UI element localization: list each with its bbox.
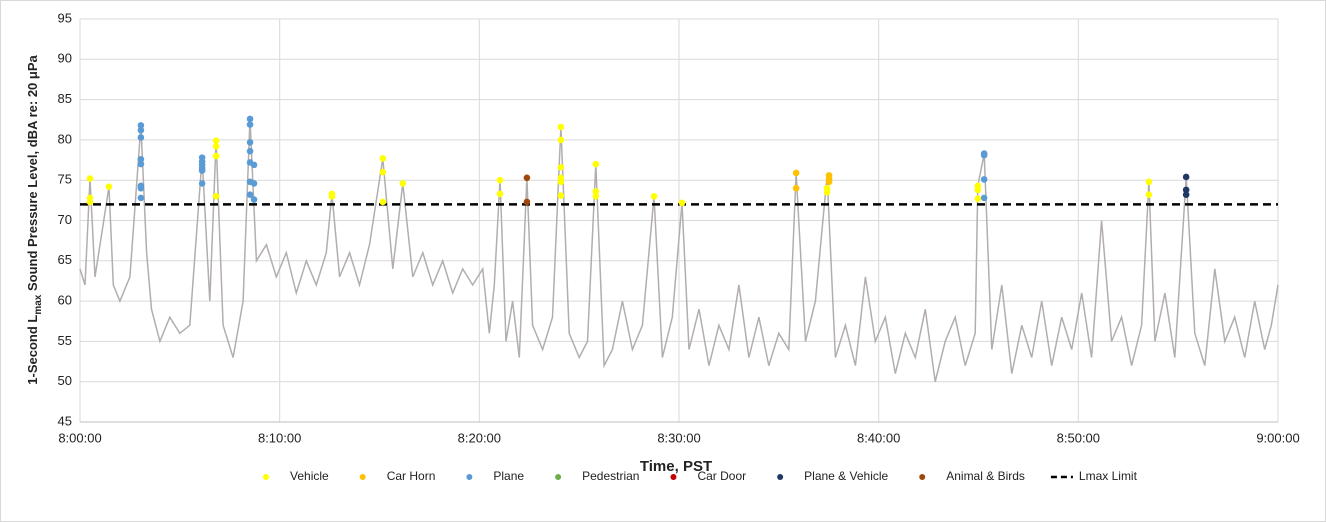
legend-marker — [777, 474, 784, 480]
event-point — [650, 193, 658, 200]
x-tick-label: 8:30:00 — [657, 430, 700, 445]
event-point — [137, 194, 145, 202]
event-point — [1145, 178, 1153, 186]
x-tick-label: 8:20:00 — [458, 430, 501, 445]
event-point — [399, 180, 407, 187]
legend-marker — [555, 474, 562, 480]
event-point — [198, 180, 206, 187]
legend-marker — [670, 474, 677, 480]
y-tick-label: 90 — [58, 51, 72, 66]
event-point — [379, 168, 387, 176]
legend-label: Lmax Limit — [1079, 469, 1138, 483]
event-point — [137, 160, 145, 168]
event-point — [523, 198, 531, 206]
y-tick-label: 50 — [58, 373, 72, 388]
event-point — [557, 136, 565, 144]
event-point — [250, 161, 258, 169]
y-tick-label: 75 — [58, 172, 72, 187]
event-point — [212, 152, 220, 160]
event-point — [246, 191, 254, 199]
legend-label: Plane — [493, 469, 524, 483]
event-point — [1182, 191, 1190, 199]
event-point — [792, 169, 800, 177]
y-axis-title-part: 1-Second L — [25, 315, 40, 385]
x-tick-label: 8:00:00 — [58, 430, 101, 445]
y-tick-label: 80 — [58, 131, 72, 146]
event-point — [496, 176, 504, 184]
event-point — [137, 122, 145, 129]
event-point — [1182, 173, 1190, 181]
x-tick-label: 8:50:00 — [1057, 430, 1100, 445]
event-point — [137, 126, 145, 134]
event-point — [250, 180, 258, 187]
legend-label: Vehicle — [290, 469, 329, 483]
x-axis-title: Time, PST — [640, 458, 712, 475]
event-point — [1145, 191, 1153, 199]
event-point — [137, 155, 145, 163]
event-point — [792, 184, 800, 192]
x-tick-label: 8:10:00 — [258, 430, 301, 445]
event-point — [137, 134, 145, 141]
event-point — [592, 160, 600, 168]
y-tick-label: 45 — [58, 413, 72, 428]
legend-label: Car Horn — [387, 469, 436, 483]
legend-label: Car Door — [697, 469, 746, 483]
event-point — [212, 137, 220, 145]
event-point — [974, 195, 982, 203]
legend-marker — [359, 474, 366, 480]
y-axis-title: 1-Second Lmax Sound Pressure Level, dBA … — [25, 54, 43, 384]
y-tick-label: 65 — [58, 252, 72, 267]
event-point — [523, 174, 531, 182]
event-point — [496, 190, 504, 198]
event-point — [246, 115, 254, 123]
event-point — [137, 184, 145, 192]
y-axis-title-sub: max — [33, 294, 44, 314]
event-point — [557, 164, 565, 171]
event-point — [974, 186, 982, 194]
event-point — [379, 155, 387, 162]
event-point — [328, 193, 336, 200]
event-point — [250, 196, 258, 203]
event-point — [980, 176, 988, 183]
event-point — [825, 178, 833, 186]
y-tick-label: 70 — [58, 212, 72, 227]
event-point — [212, 143, 220, 150]
event-point — [592, 193, 600, 200]
event-point — [557, 123, 565, 131]
event-point — [246, 121, 254, 128]
event-point — [1182, 186, 1190, 194]
y-tick-label: 55 — [58, 333, 72, 348]
event-point — [379, 198, 387, 206]
legend-label: Pedestrian — [582, 469, 639, 483]
event-point — [592, 188, 600, 195]
event-point — [557, 192, 565, 199]
event-point — [198, 167, 206, 174]
y-tick-label: 60 — [58, 293, 72, 308]
event-point — [557, 178, 565, 186]
legend-marker — [466, 474, 473, 480]
event-point — [105, 183, 113, 190]
x-tick-label: 9:00:00 — [1256, 430, 1299, 445]
legend-marker — [263, 474, 269, 480]
event-point — [823, 188, 831, 196]
event-point — [86, 175, 94, 182]
y-tick-label: 95 — [58, 10, 72, 25]
event-point — [246, 147, 254, 155]
x-tick-label: 8:40:00 — [857, 430, 900, 445]
y-axis-title-part: Sound Pressure Level, dBA re: 20 μPa — [25, 54, 40, 294]
legend-marker — [919, 474, 926, 480]
event-point — [980, 151, 988, 159]
event-point — [212, 193, 220, 200]
event-point — [980, 194, 988, 202]
event-point — [678, 199, 686, 207]
y-tick-label: 85 — [58, 91, 72, 106]
event-point — [246, 139, 254, 146]
legend-label: Animal & Birds — [946, 469, 1025, 483]
event-point — [86, 198, 94, 206]
legend-label: Plane & Vehicle — [804, 469, 888, 483]
